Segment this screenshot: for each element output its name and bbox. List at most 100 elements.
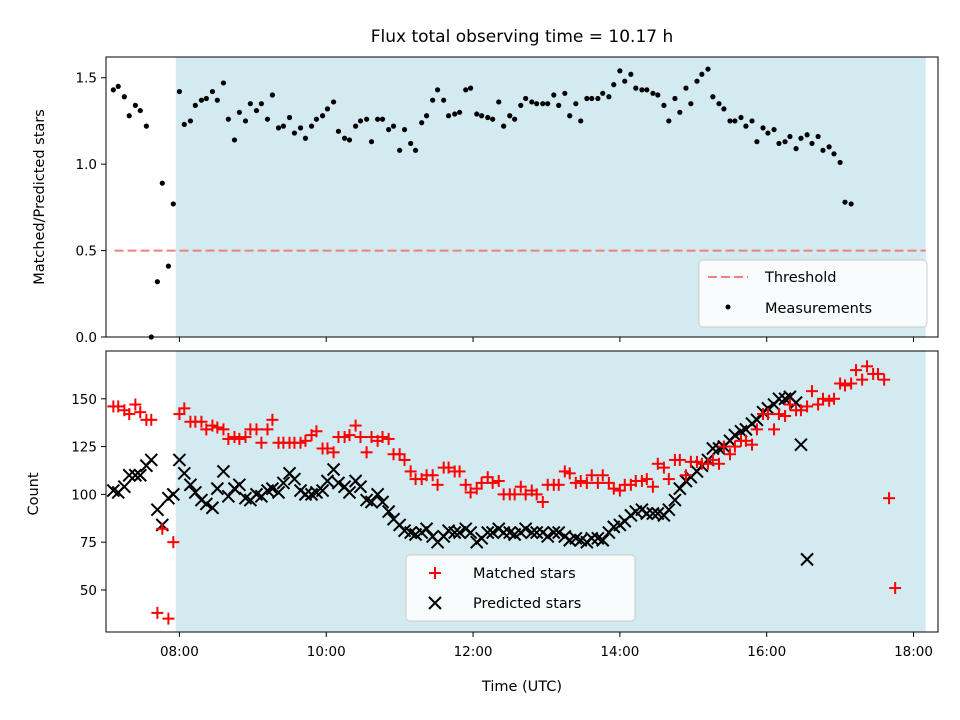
matched-star-point [239,431,252,444]
matched-star-point [856,373,869,386]
measurement-point [611,82,617,88]
matched-star-point [129,398,142,411]
matched-star-point [783,398,796,411]
measurement-point [412,147,419,153]
bottom-y-axis-label: Count [26,472,42,515]
measurement-point [357,118,364,124]
measurement-point [434,87,441,93]
measurement-point [578,118,584,124]
measurement-point [286,114,293,121]
measurement-point [165,263,171,269]
matched-star-point [431,478,444,491]
predicted-star-point [485,525,500,540]
predicted-star-point [331,476,346,490]
measurement-point [379,116,386,122]
predicted-star-point [177,466,192,481]
predicted-star-point [463,525,478,540]
measurement-point [639,87,645,93]
measurement-point [727,118,733,124]
measurement-point [319,113,326,119]
matched-star-point [459,478,472,491]
measurement-point [132,102,138,108]
matched-star-point [761,408,774,421]
measurement-point [225,116,231,122]
y-tick-label: 125 [71,440,97,456]
matched-star-point [574,474,587,487]
matched-star-point [162,612,175,625]
measurement-point [474,111,480,117]
measurement-point [765,130,771,136]
predicted-star-point [232,478,247,492]
top-y-ticks: 0.0 0.5 1.0 1.5 [76,71,106,346]
measurement-point [776,140,782,147]
matched-star-point [178,402,191,415]
measurement-point [809,140,815,147]
measurement-point [760,125,766,131]
predicted-star-point [353,480,368,494]
measurement-point [269,92,275,98]
measurement-point [490,116,496,122]
matched-star-point [662,473,675,486]
star-count-points [106,360,902,625]
matched-star-point [222,432,235,445]
bottom-legend: Matched stars Predicted stars [405,554,636,622]
predicted-star-point [640,506,654,521]
matched-star-point [889,582,902,595]
measurement-point [518,102,524,108]
measurement-point [545,101,551,107]
measurement-point [655,92,661,98]
x-axis-label: Time (UTC) [481,679,562,695]
measurement-point [187,118,194,124]
measurement-point [203,95,209,102]
matched-star-point [657,461,670,474]
matched-star-point [327,446,340,459]
predicted-star-point [199,497,214,511]
bottom-x-ticks: 08:00 10:00 12:00 14:00 16:00 18:00 [160,632,933,660]
measurement-point [419,120,425,126]
matched-star-point [167,536,180,549]
x-tick-label: 14:00 [600,644,639,660]
predicted-star-point [540,529,555,544]
measurement-point [848,201,854,207]
measurement-point [121,94,127,100]
matched-star-point [250,423,263,436]
matched-star-point [596,469,609,482]
predicted-star-point [342,485,357,500]
matched-star-point [376,431,389,444]
y-tick-label: 150 [71,392,97,408]
matched-star-point [591,476,604,489]
matched-star-point [508,488,521,501]
predicted-star-point [320,474,335,488]
measurement-point [364,116,370,122]
matched-star-point [354,431,367,444]
measurement-point [236,109,242,115]
measurement-point [677,109,683,115]
predicted-star-point [750,413,764,427]
matched-star-point [492,474,505,487]
matched-star-point [878,373,891,386]
matched-star-point [426,469,439,482]
measurement-point [749,118,755,124]
matched-star-point [712,457,725,470]
measurement-point [302,135,309,141]
predicted-star-point [551,525,566,540]
predicted-star-point [585,531,599,546]
matched-star-point [360,446,373,459]
measurement-point [644,87,650,93]
predicted-star-point [800,552,814,567]
predicted-star-point [447,525,462,540]
matched-star-point [200,423,213,436]
measurement-point [754,139,760,145]
measurement-point [606,94,612,100]
measurement-point [661,102,667,108]
measurement-point [231,137,238,143]
top-legend-box [698,259,928,328]
measurement-point [556,102,562,108]
predicted-star-point [166,487,181,502]
measurement-point [804,132,810,138]
measurement-point [798,135,804,141]
predicted-star-point [265,481,280,496]
matched-star-point [816,392,829,405]
predicted-star-point [381,504,396,519]
